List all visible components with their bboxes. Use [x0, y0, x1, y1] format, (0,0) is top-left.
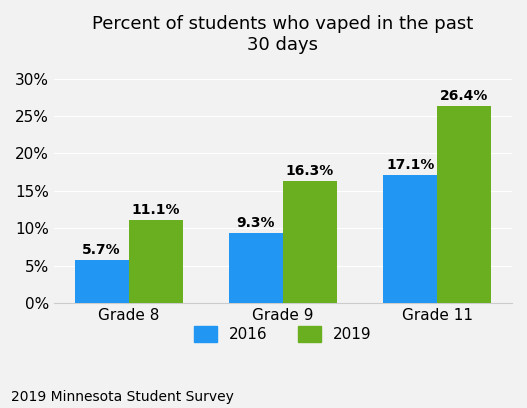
Bar — [437, 106, 491, 303]
Bar — [129, 220, 183, 303]
Text: 26.4%: 26.4% — [440, 89, 489, 102]
Bar — [383, 175, 437, 303]
Text: 16.3%: 16.3% — [286, 164, 334, 178]
Legend: 2016, 2019: 2016, 2019 — [188, 320, 378, 348]
Bar — [283, 181, 337, 303]
Text: 5.7%: 5.7% — [82, 243, 121, 257]
Bar — [229, 233, 283, 303]
Text: 9.3%: 9.3% — [237, 216, 275, 231]
Text: 17.1%: 17.1% — [386, 158, 434, 172]
Text: 2019 Minnesota Student Survey: 2019 Minnesota Student Survey — [11, 390, 233, 404]
Bar — [75, 260, 129, 303]
Title: Percent of students who vaped in the past
30 days: Percent of students who vaped in the pas… — [92, 15, 474, 54]
Text: 11.1%: 11.1% — [131, 203, 180, 217]
